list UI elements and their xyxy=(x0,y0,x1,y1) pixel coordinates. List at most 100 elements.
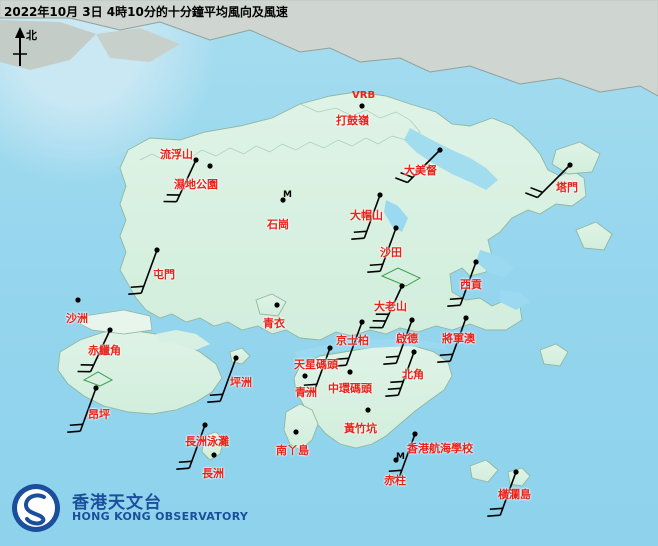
wind-barb-feather xyxy=(530,186,543,194)
wind-barb-shaft xyxy=(406,149,441,184)
station-label: 沙洲 xyxy=(66,312,88,325)
wind-barb-feather xyxy=(385,394,399,397)
m-marker-label: M xyxy=(396,452,405,462)
wind-barb-feather xyxy=(369,263,383,267)
station-marker xyxy=(347,369,353,375)
wind-barb-feather xyxy=(385,355,399,359)
station-marker xyxy=(302,373,308,379)
wind-barb-feather xyxy=(367,270,381,273)
station-marker xyxy=(274,302,280,308)
wind-barb-feather xyxy=(390,380,404,384)
station-label: 青衣 xyxy=(263,317,285,330)
wind-barb-feather xyxy=(449,297,463,301)
wind-barb-shaft xyxy=(395,319,413,364)
wind-barb-feather xyxy=(207,400,221,403)
wind-barb-feather xyxy=(178,460,192,464)
wind-barb-shaft xyxy=(345,321,363,366)
wind-barb-shaft xyxy=(499,471,517,516)
wind-barb-feather xyxy=(176,467,190,470)
wind-barb-shaft xyxy=(381,285,403,329)
wind-barb-shaft xyxy=(188,424,206,469)
wind-barb-feather xyxy=(209,393,223,397)
station-marker xyxy=(359,103,365,109)
station-label: 京士柏 xyxy=(336,334,369,347)
station-label: 天星碼頭 xyxy=(294,358,338,371)
wind-barb-feather xyxy=(335,357,349,361)
station-marker xyxy=(207,163,213,169)
station-label: 將軍澳 xyxy=(442,332,475,345)
wind-barb-shaft xyxy=(449,317,467,362)
wind-barb-feather xyxy=(67,430,81,433)
station-marker xyxy=(365,407,371,413)
wind-barb-feather xyxy=(128,292,142,295)
station-label: 長洲泳灘 xyxy=(185,435,229,448)
wind-barb-feather xyxy=(437,360,451,363)
station-label: 西貢 xyxy=(460,278,482,291)
wind-barb-feather xyxy=(439,353,453,357)
station-label: 流浮山 xyxy=(160,148,193,161)
wind-barb-feather xyxy=(351,237,365,240)
station-label: 沙田 xyxy=(380,246,402,259)
wind-barb-shaft xyxy=(140,249,158,294)
wind-barb-feather xyxy=(447,304,461,307)
wind-barb-feather xyxy=(489,507,503,511)
station-label: 橫瀾島 xyxy=(498,488,531,501)
vrb-label: VRB xyxy=(352,90,376,101)
station-label: 打鼓嶺 xyxy=(336,114,369,127)
station-label: 長洲 xyxy=(202,467,224,480)
wind-barb-feather xyxy=(69,423,83,427)
wind-barb-feather xyxy=(400,171,413,179)
wind-barb-shaft xyxy=(379,227,397,272)
wind-barb-feather xyxy=(386,476,400,479)
station-label: 赤柱 xyxy=(384,474,406,487)
wind-barb-shaft xyxy=(313,347,331,392)
station-label: 大美督 xyxy=(404,164,437,177)
north-arrow: 北 xyxy=(8,26,42,70)
wind-barb-feather xyxy=(333,364,347,367)
logo-text-chinese: 香港天文台 xyxy=(72,493,162,513)
logo-text-english: HONG KONG OBSERVATORY xyxy=(72,510,249,523)
wind-barb-feather xyxy=(395,177,408,184)
station-label: 南丫島 xyxy=(276,444,309,457)
wind-barb-feather xyxy=(130,285,144,289)
station-label: 塔門 xyxy=(556,181,578,194)
station-label: 大帽山 xyxy=(350,209,383,222)
station-marker xyxy=(293,429,299,435)
wind-barb-shaft xyxy=(219,357,237,402)
station-label: 中環碼頭 xyxy=(328,382,372,395)
wind-barb-feather xyxy=(487,514,501,517)
station-label: 北角 xyxy=(402,368,424,381)
wind-barb-feather xyxy=(525,192,538,199)
station-label: 屯門 xyxy=(153,268,175,281)
wind-barb-feather xyxy=(388,469,402,473)
wind-barb-shaft xyxy=(397,351,415,396)
wind-barb-feather xyxy=(383,362,397,365)
wind-barb-feather xyxy=(387,387,401,391)
wind-barb-shaft xyxy=(398,433,416,478)
wind-barb-feather xyxy=(301,390,315,393)
station-label: 石崗 xyxy=(267,218,289,231)
station-label: 濕地公園 xyxy=(174,178,218,191)
station-marker xyxy=(280,197,286,203)
station-label: 昂坪 xyxy=(88,408,110,421)
station-label: 大老山 xyxy=(374,300,407,313)
station-label: 青洲 xyxy=(295,386,317,399)
station-marker xyxy=(393,457,399,463)
hko-logo: 香港天文台 HONG KONG OBSERVATORY xyxy=(10,482,250,538)
wind-barb-shaft xyxy=(89,329,111,373)
station-marker xyxy=(75,297,81,303)
station-marker xyxy=(211,452,217,458)
wind-barb-feather xyxy=(303,383,317,387)
station-label: 黃竹坑 xyxy=(344,422,377,435)
station-label: 赤鱲角 xyxy=(88,344,121,357)
wind-barb-shaft xyxy=(459,261,477,306)
station-label: 香港航海學校 xyxy=(407,442,473,455)
station-label: 啟德 xyxy=(396,332,418,345)
page-title: 2022年10月 3日 4時10分的十分鐘平均風向及風速 xyxy=(4,5,288,19)
wind-barb-shaft xyxy=(175,159,197,203)
wind-barb-feather xyxy=(353,230,367,234)
north-label: 北 xyxy=(26,29,37,42)
